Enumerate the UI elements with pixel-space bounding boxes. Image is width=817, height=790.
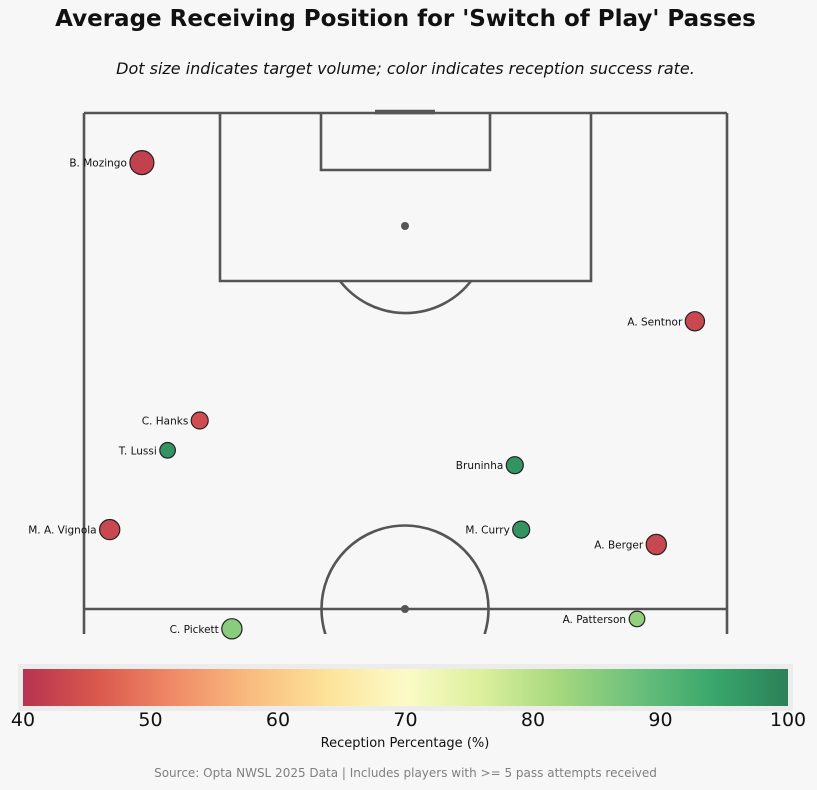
player-dot	[129, 150, 155, 176]
player-points: B. Mozingo A. Sentnor C. Hanks T. Lussi Brun…	[28, 150, 706, 640]
colorbar-tick: 100	[769, 709, 807, 731]
player-point: B. Mozingo	[69, 150, 155, 176]
pitch-lines	[82, 109, 729, 634]
player-point: A. Patterson	[563, 610, 646, 628]
colorbar-tick: 70	[393, 709, 418, 731]
player-label: Bruninha	[456, 460, 504, 472]
colorbar	[18, 664, 793, 711]
penalty-area	[218, 113, 593, 283]
center-spot	[401, 605, 409, 613]
colorbar-tick: 50	[138, 709, 163, 731]
player-point: T. Lussi	[118, 441, 177, 459]
player-label: T. Lussi	[118, 445, 157, 457]
colorbar-tick: 60	[265, 709, 291, 731]
player-point: A. Berger	[594, 533, 668, 556]
penalty-arc	[338, 280, 473, 315]
player-point: C. Hanks	[142, 411, 209, 430]
player-dot	[190, 411, 209, 430]
player-label: A. Sentnor	[627, 316, 683, 328]
pitch-plot: B. Mozingo A. Sentnor C. Hanks T. Lussi Brun…	[28, 109, 729, 640]
colorbar-tick: 40	[10, 709, 36, 731]
center-circle	[320, 524, 490, 634]
player-dot	[628, 610, 646, 628]
player-point: M. Curry	[465, 520, 531, 539]
player-point: Bruninha	[456, 456, 524, 475]
player-point: A. Sentnor	[627, 311, 706, 332]
penalty-spot	[401, 222, 409, 230]
player-label: M. A. Vignola	[28, 525, 96, 537]
colorbar-label: Reception Percentage (%)	[320, 736, 490, 751]
player-dot	[512, 520, 531, 539]
player-dot	[684, 311, 706, 332]
colorbar-gradient	[23, 669, 788, 706]
player-label: B. Mozingo	[69, 158, 127, 170]
colorbar-tick: 90	[648, 709, 673, 731]
chart-subtitle: Dot size indicates target volume; color …	[116, 59, 695, 78]
player-dot	[159, 441, 177, 459]
chart-title: Average Receiving Position for 'Switch o…	[55, 6, 756, 32]
player-label: M. Curry	[465, 525, 509, 537]
player-point: M. A. Vignola	[28, 518, 121, 541]
player-dot	[505, 456, 524, 475]
player-dot	[221, 618, 243, 640]
player-point: C. Pickett	[170, 618, 243, 640]
player-label: A. Patterson	[563, 614, 627, 626]
source-note: Source: Opta NWSL 2025 Data | Includes p…	[154, 766, 657, 780]
goal-area	[319, 113, 492, 172]
player-dot	[98, 518, 121, 541]
player-label: C. Hanks	[142, 416, 189, 428]
player-label: C. Pickett	[170, 624, 219, 636]
player-label: A. Berger	[594, 540, 644, 552]
colorbar-tick: 80	[520, 709, 546, 731]
player-dot	[645, 533, 668, 556]
